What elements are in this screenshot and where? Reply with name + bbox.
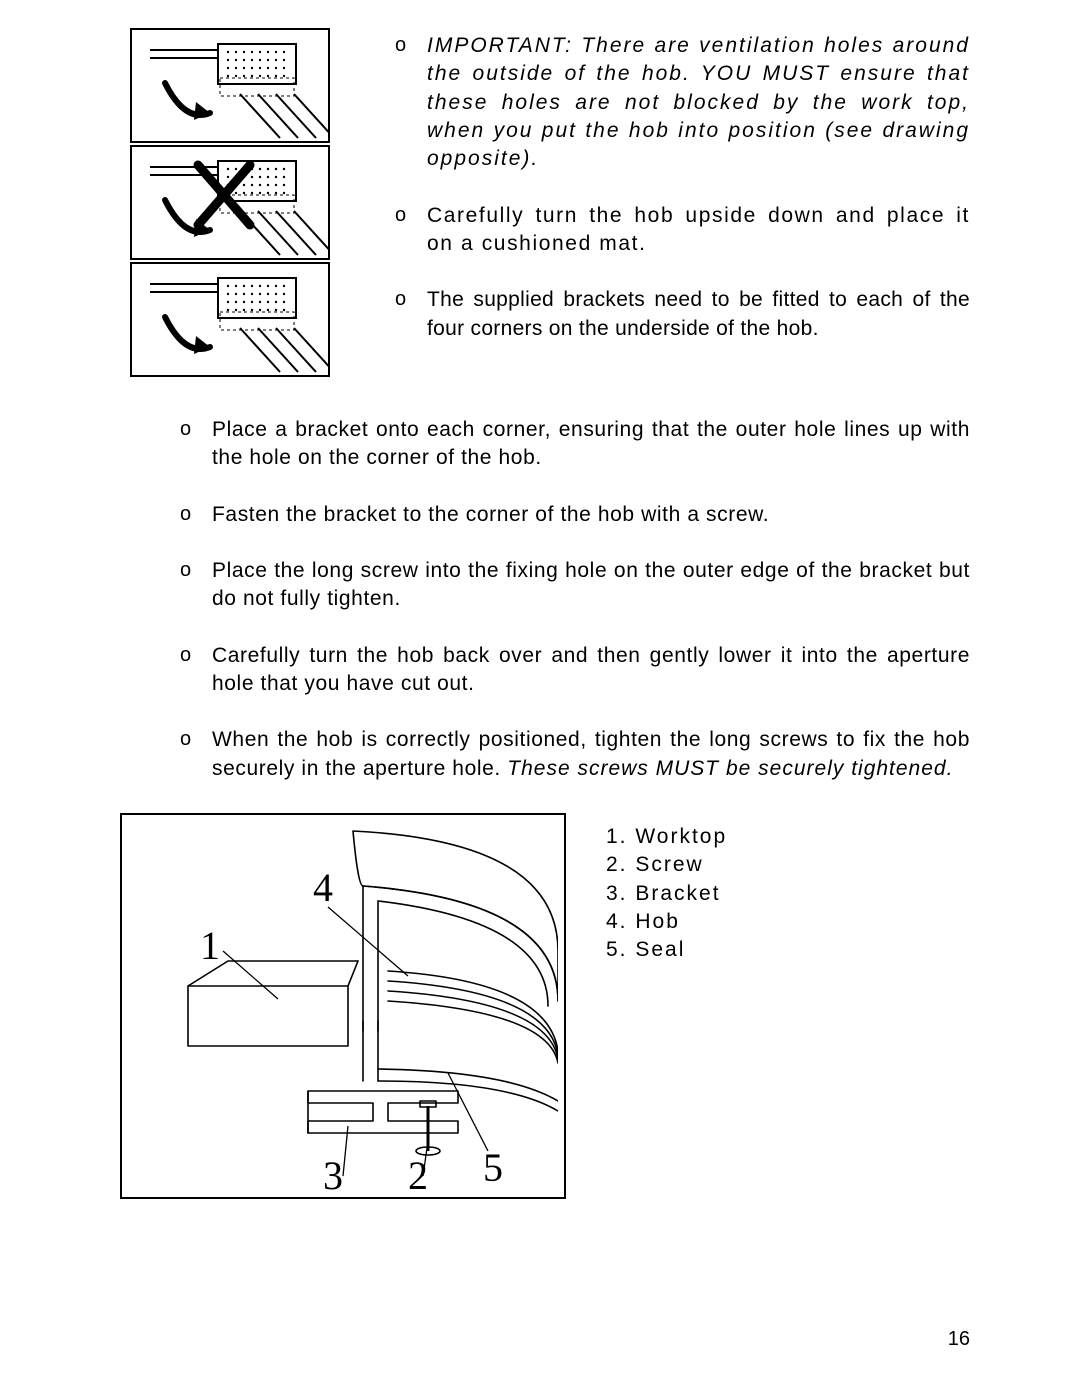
top-bullet-list: IMPORTANT: There are ventilation holes a… <box>395 32 970 343</box>
mid-bullet-item: Place the long screw into the fixing hol… <box>180 557 970 614</box>
svg-text:4: 4 <box>313 865 333 910</box>
svg-text:3: 3 <box>323 1153 343 1191</box>
top-bullet-item: Carefully turn the hob upside down and p… <box>395 202 970 259</box>
legend-item: 5. Seal <box>606 936 727 964</box>
svg-text:1: 1 <box>200 923 220 968</box>
svg-text:5: 5 <box>483 1145 503 1190</box>
bracket-diagram-svg: 1 4 5 2 3 <box>128 821 558 1191</box>
mid-bullet-item: When the hob is correctly positioned, ti… <box>180 726 970 783</box>
svg-text:2: 2 <box>408 1153 428 1191</box>
top-bullet-item: The supplied brackets need to be fitted … <box>395 286 970 343</box>
ventilation-diagram-stack <box>130 28 330 378</box>
mid-bullet-item: Place a bracket onto each corner, ensuri… <box>180 416 970 473</box>
document-page: IMPORTANT: There are ventilation holes a… <box>0 0 1080 1397</box>
bottom-section: 1 4 5 2 3 1. Worktop2. Screw3. Bracket4. Hob… <box>120 813 970 1199</box>
mid-bullet-group: Place a bracket onto each corner, ensuri… <box>120 416 970 783</box>
legend-item: 2. Screw <box>606 851 727 879</box>
legend-item: 3. Bracket <box>606 880 727 908</box>
page-number: 16 <box>948 1328 970 1351</box>
mid-bullet-item: Fasten the bracket to the corner of the … <box>180 501 970 529</box>
ventilation-diagrams-svg <box>130 28 330 378</box>
mid-bullet-list: Place a bracket onto each corner, ensuri… <box>180 416 970 783</box>
top-section: IMPORTANT: There are ventilation holes a… <box>120 28 970 378</box>
legend-item: 4. Hob <box>606 908 727 936</box>
top-bullet-group: IMPORTANT: There are ventilation holes a… <box>395 28 970 371</box>
bracket-diagram-legend: 1. Worktop2. Screw3. Bracket4. Hob5. Sea… <box>606 813 727 965</box>
bracket-diagram-frame: 1 4 5 2 3 <box>120 813 566 1199</box>
top-bullet-item: IMPORTANT: There are ventilation holes a… <box>395 32 970 174</box>
legend-item: 1. Worktop <box>606 823 727 851</box>
mid-bullet-item: Carefully turn the hob back over and the… <box>180 642 970 699</box>
